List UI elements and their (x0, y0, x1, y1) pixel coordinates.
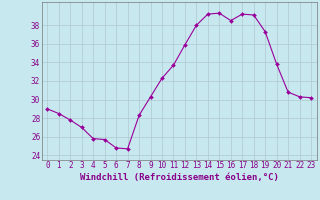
X-axis label: Windchill (Refroidissement éolien,°C): Windchill (Refroidissement éolien,°C) (80, 173, 279, 182)
